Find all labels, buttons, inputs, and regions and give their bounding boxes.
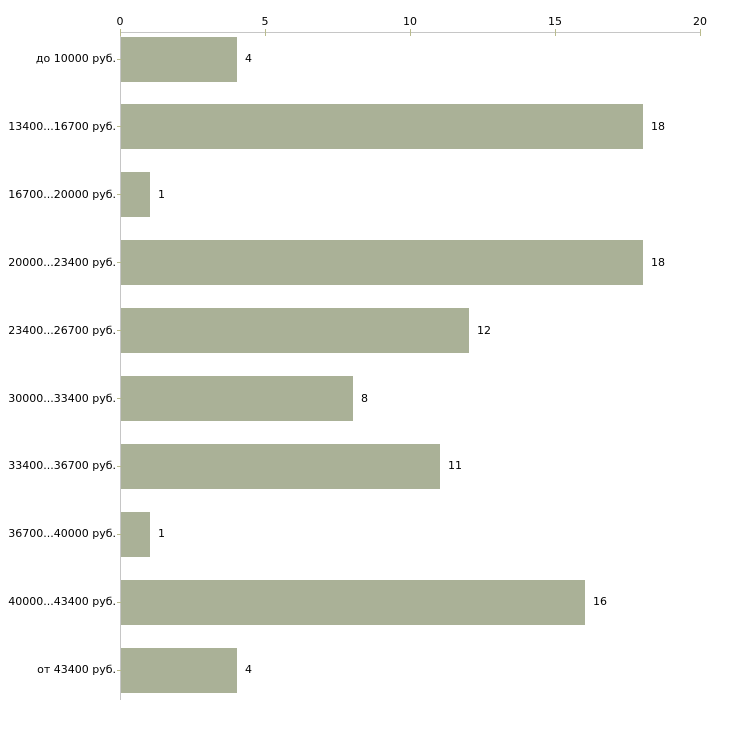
y-axis-tick-mark: [117, 533, 124, 535]
bar-value-label: 18: [651, 119, 665, 133]
x-axis-tick-label: 15: [548, 15, 562, 28]
category-label: от 43400 руб.: [37, 663, 116, 677]
bar: [121, 443, 440, 489]
x-axis-tick-mark: [120, 29, 121, 36]
y-axis-tick-mark: [117, 465, 124, 467]
x-axis-tick-mark: [700, 29, 701, 36]
bar-value-label: 8: [361, 391, 368, 405]
category-label: 36700...40000 руб.: [8, 527, 116, 541]
bar: [121, 579, 585, 625]
category-label: 13400...16700 руб.: [8, 119, 116, 133]
x-axis-tick-label: 20: [693, 15, 707, 28]
category-label: 20000...23400 руб.: [8, 255, 116, 269]
bar: [121, 647, 237, 693]
category-label: 30000...33400 руб.: [8, 391, 116, 405]
bar-value-label: 18: [651, 255, 665, 269]
x-axis-tick-label: 10: [403, 15, 417, 28]
bar: [121, 376, 353, 421]
bar-value-label: 1: [158, 187, 165, 201]
y-axis-tick-mark: [117, 330, 124, 332]
y-axis-tick-mark: [117, 398, 124, 399]
bar: [121, 240, 643, 286]
bar-value-label: 12: [477, 323, 491, 337]
y-axis-line: [120, 32, 121, 700]
category-label: 23400...26700 руб.: [8, 323, 116, 337]
bar-value-label: 11: [448, 459, 462, 473]
category-label: до 10000 руб.: [35, 52, 116, 65]
bar-value-label: 4: [245, 52, 252, 65]
x-axis-tick-label: 5: [261, 15, 269, 28]
y-axis-tick-mark: [117, 262, 124, 264]
y-axis-tick-mark: [117, 669, 124, 671]
x-axis-tick-mark: [265, 29, 266, 36]
x-axis-tick-mark: [555, 29, 556, 36]
bar-value-label: 4: [245, 663, 252, 677]
x-axis-tick-label: 0: [116, 15, 124, 28]
bar: [121, 104, 643, 150]
bar: [121, 172, 150, 218]
bar: [121, 511, 150, 557]
category-label: 33400...36700 руб.: [8, 459, 116, 473]
y-axis-tick-mark: [117, 58, 124, 60]
y-axis-tick-mark: [117, 601, 124, 603]
x-axis-tick-mark: [410, 29, 411, 36]
category-label: 16700...20000 руб.: [8, 187, 116, 201]
bar-value-label: 16: [593, 595, 607, 609]
category-label: 40000...43400 руб.: [8, 595, 116, 609]
y-axis-tick-mark: [117, 194, 124, 196]
bar: [121, 308, 469, 354]
bar-value-label: 1: [158, 527, 165, 541]
bar: [121, 36, 237, 82]
y-axis-tick-mark: [117, 126, 124, 128]
